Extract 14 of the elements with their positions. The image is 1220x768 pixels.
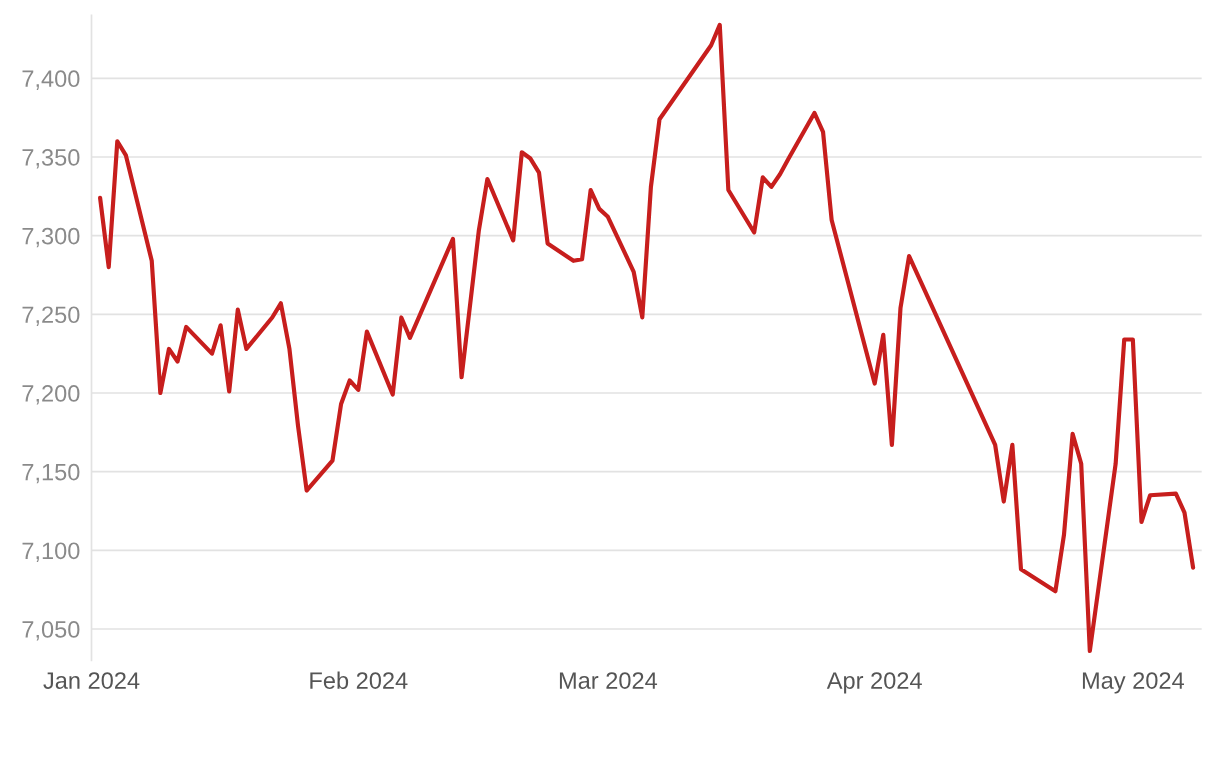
line-series — [98, 22, 1196, 654]
y-tick-label: 7,300 — [22, 227, 80, 248]
x-tick-label: Apr 2024 — [826, 672, 922, 694]
x-tick-label: Mar 2024 — [559, 672, 658, 689]
y-tick-label: 7,400 — [22, 70, 80, 90]
y-tick-label: 7,350 — [22, 149, 80, 169]
x-tick-label: Feb 2024 — [310, 671, 408, 689]
x-tick-label: May 2024 — [1082, 672, 1185, 694]
y-tick-label: 7,150 — [22, 463, 80, 484]
x-tick-label: Jan 2024 — [43, 672, 140, 689]
y-tick-label: 7,100 — [22, 542, 80, 562]
y-tick-label: 7,200 — [22, 385, 80, 405]
y-tick-label: 7,050 — [22, 621, 80, 641]
y-tick-label: 7,250 — [22, 306, 80, 326]
